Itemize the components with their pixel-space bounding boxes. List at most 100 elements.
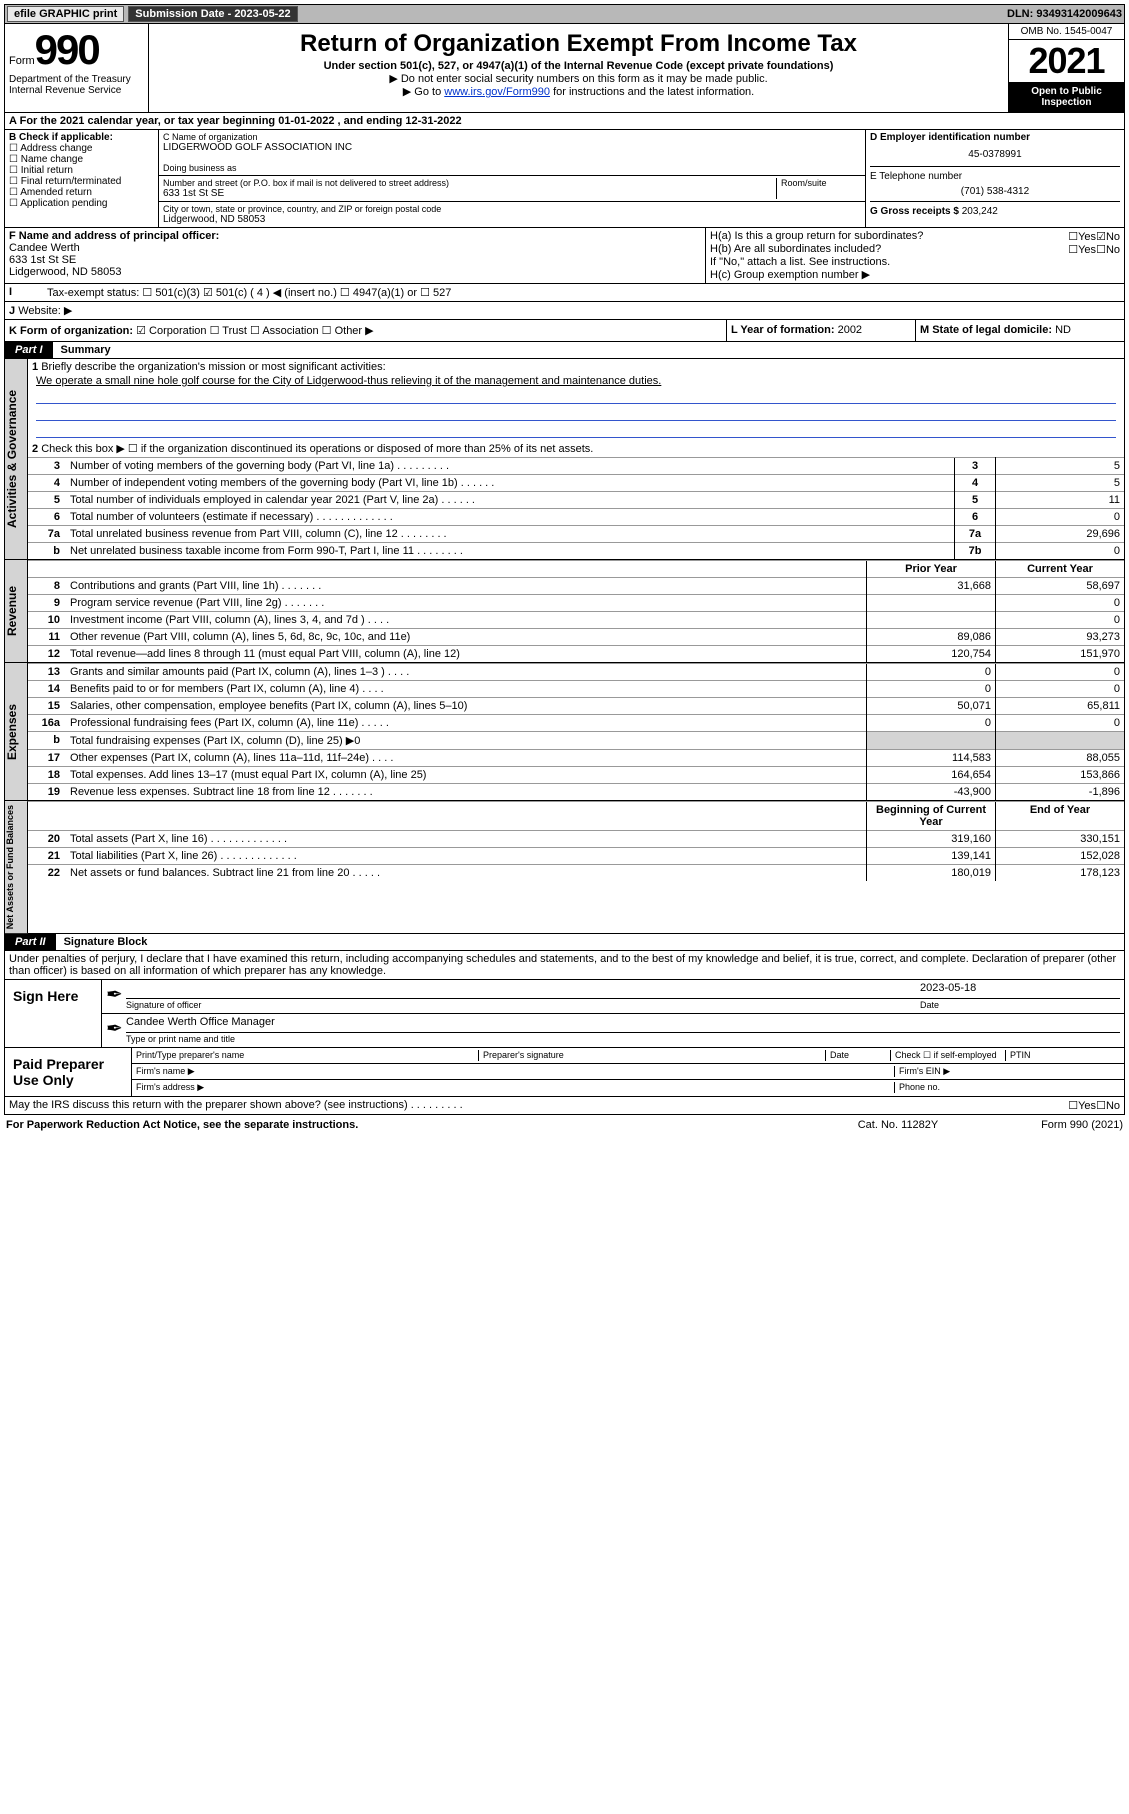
block-i-j: I Tax-exempt status: ☐ 501(c)(3) ☑ 501(c… <box>4 284 1125 302</box>
exp-row-16b: bTotal fundraising expenses (Part IX, co… <box>28 732 1124 750</box>
hint2-post: for instructions and the latest informat… <box>550 86 754 98</box>
chk-final-return[interactable]: ☐ Final return/terminated <box>9 176 154 187</box>
ein-value: 45-0378991 <box>870 143 1120 166</box>
chk-amended-return[interactable]: ☐ Amended return <box>9 187 154 198</box>
b-header: B Check if applicable: <box>9 132 154 143</box>
net-row-22: 22Net assets or fund balances. Subtract … <box>28 865 1124 882</box>
prep-name-label: Print/Type preparer's name <box>136 1050 479 1061</box>
chk-other[interactable]: ☐ Other ▶ <box>322 325 374 337</box>
exp-row-19: 19Revenue less expenses. Subtract line 1… <box>28 784 1124 801</box>
efile-button[interactable]: efile GRAPHIC print <box>7 6 124 22</box>
block-k-l-m: K Form of organization: ☑ Corporation ☐ … <box>4 320 1125 342</box>
m-label: M State of legal domicile: <box>920 324 1052 336</box>
rev-row-10: 10Investment income (Part VIII, column (… <box>28 612 1124 629</box>
irs-link[interactable]: www.irs.gov/Form990 <box>444 86 550 98</box>
j-website: Website: ▶ <box>18 305 72 317</box>
exp-row-13: 13Grants and similar amounts paid (Part … <box>28 664 1124 681</box>
org-name: LIDGERWOOD GOLF ASSOCIATION INC <box>163 142 861 153</box>
hb-label: H(b) Are all subordinates included? <box>710 243 1068 256</box>
chk-trust[interactable]: ☐ Trust <box>210 325 247 337</box>
sig-date-value: 2023-05-18 <box>920 982 1120 999</box>
section-net-assets: Net Assets or Fund Balances Beginning of… <box>4 801 1125 934</box>
prep-ptin-label: PTIN <box>1006 1050 1120 1061</box>
tax-year: 2021 <box>1009 40 1124 82</box>
ha-no[interactable]: ☑No <box>1096 230 1120 243</box>
chk-501c[interactable]: ☑ 501(c) ( 4 ) ◀ (insert no.) <box>203 287 337 299</box>
prep-self-employed[interactable]: Check ☐ if self-employed <box>891 1050 1006 1061</box>
firm-ein-label: Firm's EIN ▶ <box>894 1066 1120 1077</box>
dln: DLN: 93493142009643 <box>1007 8 1122 20</box>
chk-name-change[interactable]: ☐ Name change <box>9 154 154 165</box>
dba-label: Doing business as <box>163 163 861 173</box>
gov-row-3: 3Number of voting members of the governi… <box>28 458 1124 475</box>
exp-row-14: 14Benefits paid to or for members (Part … <box>28 681 1124 698</box>
officer-street: 633 1st St SE <box>9 254 701 266</box>
hc-label: H(c) Group exemption number ▶ <box>710 268 1120 281</box>
chk-address-change[interactable]: ☐ Address change <box>9 143 154 154</box>
hint2-pre: ▶ Go to <box>403 86 444 98</box>
cat-no: Cat. No. 11282Y <box>823 1119 973 1131</box>
paid-preparer-label: Paid Preparer Use Only <box>5 1048 131 1096</box>
rev-row-12: 12Total revenue—add lines 8 through 11 (… <box>28 646 1124 663</box>
room-label: Room/suite <box>781 178 861 188</box>
chk-4947[interactable]: ☐ 4947(a)(1) or <box>340 287 417 299</box>
discuss-yes[interactable]: ☐Yes <box>1068 1099 1096 1112</box>
submission-date: Submission Date - 2023-05-22 <box>128 6 297 22</box>
street-label: Number and street (or P.O. box if mail i… <box>163 178 776 188</box>
hb-no[interactable]: ☐No <box>1096 243 1120 256</box>
g-gross-label: G Gross receipts $ <box>870 206 959 217</box>
chk-corporation[interactable]: ☑ Corporation <box>136 325 206 337</box>
hdr-current-year: Current Year <box>996 561 1125 578</box>
h-note: If "No," attach a list. See instructions… <box>710 256 1120 268</box>
block-f-h: F Name and address of principal officer:… <box>4 228 1125 284</box>
gov-row-7a: 7aTotal unrelated business revenue from … <box>28 526 1124 543</box>
hb-yes[interactable]: ☐Yes <box>1068 243 1096 256</box>
part1-title: Summary <box>53 342 1124 358</box>
l-value: 2002 <box>838 324 862 336</box>
footer: For Paperwork Reduction Act Notice, see … <box>4 1115 1125 1135</box>
e-phone-label: E Telephone number <box>870 166 1120 182</box>
gross-receipts-value: 203,242 <box>962 206 998 217</box>
chk-association[interactable]: ☐ Association <box>250 325 319 337</box>
exp-row-17: 17Other expenses (Part IX, column (A), l… <box>28 750 1124 767</box>
arrow-icon: ✒ <box>106 1016 126 1045</box>
gov-row-4: 4Number of independent voting members of… <box>28 475 1124 492</box>
section-governance: Activities & Governance 1 Briefly descri… <box>4 359 1125 560</box>
top-bar: efile GRAPHIC print Submission Date - 20… <box>4 4 1125 24</box>
m-value: ND <box>1055 324 1071 336</box>
exp-row-18: 18Total expenses. Add lines 13–17 (must … <box>28 767 1124 784</box>
ha-yes[interactable]: ☐Yes <box>1068 230 1096 243</box>
block-b-through-g: B Check if applicable: ☐ Address change … <box>4 130 1125 228</box>
prep-sig-label: Preparer's signature <box>479 1050 826 1061</box>
rev-row-11: 11Other revenue (Part VIII, column (A), … <box>28 629 1124 646</box>
open-to-public: Open to Public Inspection <box>1009 82 1124 112</box>
form-header: Form990 Department of the Treasury Inter… <box>4 24 1125 113</box>
form-subtitle: Under section 501(c), 527, or 4947(a)(1)… <box>153 60 1004 72</box>
arrow-icon: ✒ <box>106 982 126 1011</box>
net-row-20: 20Total assets (Part X, line 16) . . . .… <box>28 831 1124 848</box>
rev-row-9: 9Program service revenue (Part VIII, lin… <box>28 595 1124 612</box>
discuss-no[interactable]: ☐No <box>1096 1099 1120 1112</box>
gov-row-7b: bNet unrelated business taxable income f… <box>28 543 1124 560</box>
paid-preparer-block: Paid Preparer Use Only Print/Type prepar… <box>4 1048 1125 1097</box>
sig-date-label: Date <box>920 1000 939 1010</box>
form-number: 990 <box>35 26 99 73</box>
vlabel-net-assets: Net Assets or Fund Balances <box>5 801 28 933</box>
mission-text: We operate a small nine hole golf course… <box>28 375 1124 387</box>
chk-application-pending[interactable]: ☐ Application pending <box>9 198 154 209</box>
chk-527[interactable]: ☐ 527 <box>420 287 451 299</box>
penalties-text: Under penalties of perjury, I declare th… <box>4 951 1125 980</box>
firm-address-label: Firm's address ▶ <box>136 1082 894 1093</box>
ha-label: H(a) Is this a group return for subordin… <box>710 230 1068 243</box>
prep-date-label: Date <box>826 1050 891 1061</box>
chk-501c3[interactable]: ☐ 501(c)(3) <box>142 287 200 299</box>
rev-row-8: 8Contributions and grants (Part VIII, li… <box>28 578 1124 595</box>
phone-value: (701) 538-4312 <box>870 182 1120 201</box>
row-a-tax-year: A For the 2021 calendar year, or tax yea… <box>4 113 1125 130</box>
section-expenses: Expenses 13Grants and similar amounts pa… <box>4 663 1125 801</box>
chk-initial-return[interactable]: ☐ Initial return <box>9 165 154 176</box>
vlabel-expenses: Expenses <box>5 663 28 800</box>
line1-label: Briefly describe the organization's miss… <box>41 361 385 373</box>
l-label: L Year of formation: <box>731 324 835 336</box>
firm-phone-label: Phone no. <box>894 1082 1120 1093</box>
